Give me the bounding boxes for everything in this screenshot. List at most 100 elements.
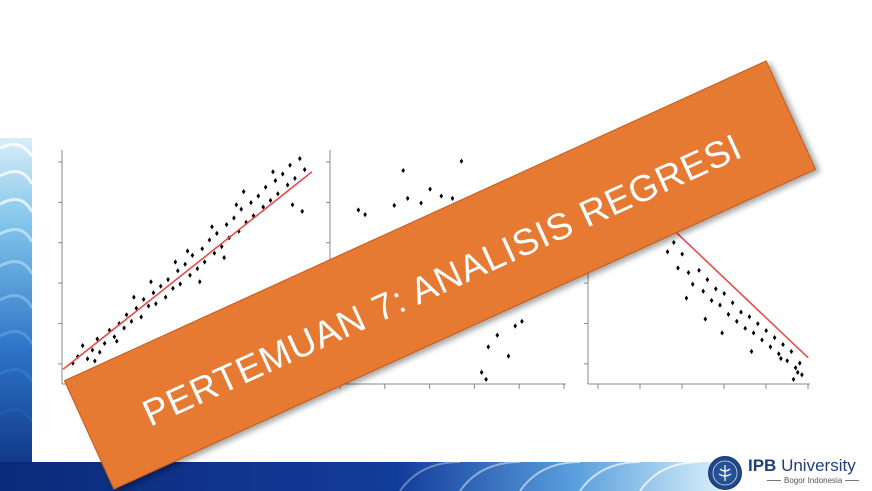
- data-point: [154, 301, 158, 307]
- data-point: [680, 251, 684, 257]
- data-point: [768, 344, 773, 350]
- data-point: [302, 167, 307, 173]
- data-point: [115, 338, 119, 344]
- data-point: [495, 332, 500, 338]
- data-point: [234, 202, 239, 208]
- data-point: [709, 297, 714, 304]
- data-point: [183, 261, 187, 267]
- data-point: [735, 318, 739, 324]
- data-point: [232, 215, 236, 221]
- data-point: [129, 318, 134, 324]
- data-point: [97, 349, 102, 355]
- data-point: [222, 255, 226, 261]
- ipb-seal-icon: [708, 456, 742, 490]
- logo-name-bold: IPB: [748, 456, 777, 475]
- data-point: [760, 337, 764, 343]
- data-point: [484, 376, 488, 382]
- data-point: [249, 200, 253, 206]
- data-point: [151, 290, 156, 296]
- data-point: [212, 250, 217, 256]
- data-point: [132, 294, 136, 300]
- data-point: [772, 335, 777, 341]
- data-point: [268, 197, 273, 203]
- data-point: [202, 259, 207, 265]
- data-point: [743, 325, 747, 331]
- data-point: [185, 248, 190, 254]
- data-point: [686, 270, 691, 276]
- data-point: [85, 356, 90, 362]
- data-point: [273, 178, 278, 184]
- data-point: [714, 286, 718, 292]
- data-point: [439, 193, 444, 199]
- data-point: [701, 288, 705, 294]
- data-point: [195, 266, 200, 272]
- data-point: [71, 360, 75, 366]
- data-point: [486, 344, 491, 350]
- data-point: [90, 347, 95, 353]
- data-point: [665, 249, 670, 255]
- data-point: [672, 239, 676, 246]
- data-point: [676, 265, 680, 271]
- data-point: [117, 321, 122, 327]
- data-point: [124, 312, 129, 318]
- data-point: [428, 186, 432, 192]
- data-point: [146, 303, 151, 309]
- data-point: [188, 272, 192, 278]
- data-point: [777, 351, 781, 357]
- data-point: [207, 237, 212, 243]
- data-point: [795, 369, 800, 375]
- data-point: [697, 267, 701, 273]
- ipb-university-logo: IPB University Bogor Indonesia: [708, 455, 868, 490]
- data-point: [280, 171, 285, 177]
- data-point: [210, 224, 214, 230]
- data-point: [122, 325, 126, 331]
- data-point: [450, 195, 455, 201]
- data-point: [405, 195, 410, 201]
- data-point: [684, 295, 689, 301]
- data-point: [703, 316, 708, 322]
- data-point: [75, 354, 80, 360]
- data-point: [239, 206, 244, 212]
- data-point: [173, 259, 178, 265]
- data-point: [690, 281, 695, 287]
- data-point: [95, 336, 100, 342]
- data-point: [271, 169, 275, 175]
- data-point: [241, 189, 246, 195]
- data-point: [224, 222, 229, 228]
- data-point: [401, 167, 405, 174]
- data-point: [726, 311, 731, 317]
- data-point: [392, 202, 397, 208]
- data-point: [718, 302, 722, 308]
- data-point: [419, 200, 423, 206]
- data-point: [261, 204, 265, 210]
- data-point: [197, 279, 202, 285]
- regression-line: [62, 171, 313, 370]
- data-point: [789, 348, 794, 355]
- data-point: [506, 353, 511, 359]
- data-point: [166, 277, 170, 283]
- data-point: [163, 294, 168, 300]
- data-point: [237, 228, 241, 234]
- data-point: [219, 244, 224, 250]
- logo-name: IPB University: [748, 456, 856, 476]
- data-point: [263, 184, 268, 190]
- data-point: [459, 158, 464, 164]
- data-point: [764, 328, 768, 334]
- logo-name-rest: University: [781, 456, 856, 475]
- data-point: [293, 175, 297, 181]
- data-point: [141, 296, 146, 302]
- data-point: [300, 208, 305, 214]
- data-point: [93, 358, 97, 364]
- data-point: [171, 285, 175, 291]
- data-point: [479, 369, 484, 375]
- left-wave-ribbon: [0, 138, 32, 491]
- data-point: [190, 252, 195, 258]
- data-point: [290, 202, 295, 208]
- data-point: [730, 300, 735, 306]
- data-point: [793, 365, 798, 371]
- data-point: [779, 355, 783, 362]
- data-point: [749, 348, 754, 355]
- data-point: [288, 162, 292, 168]
- data-point: [705, 277, 710, 283]
